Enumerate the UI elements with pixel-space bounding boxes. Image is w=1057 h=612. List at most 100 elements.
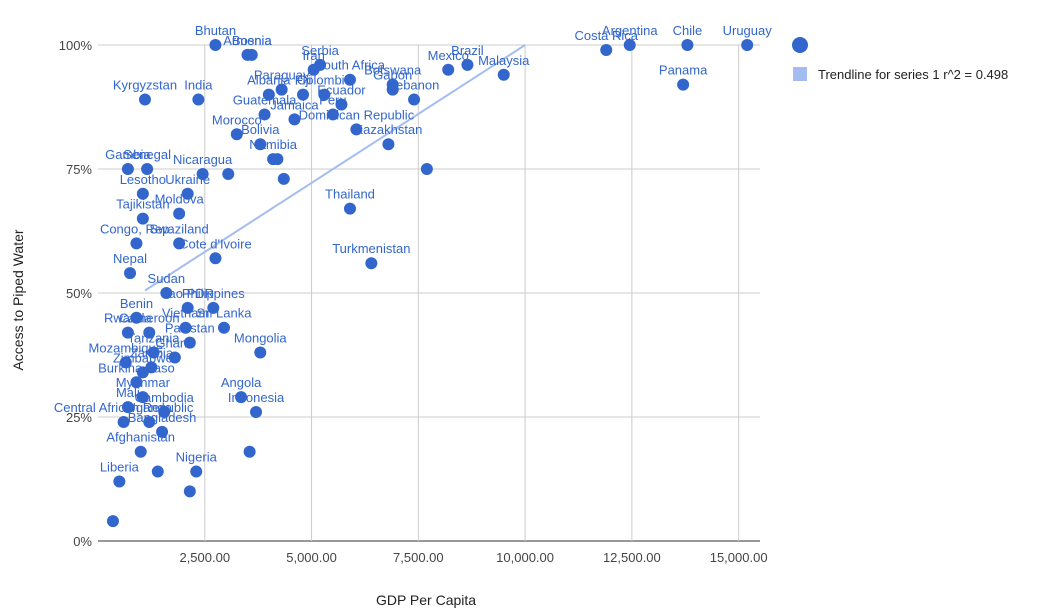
data-point[interactable] xyxy=(258,108,271,121)
data-point[interactable] xyxy=(136,391,149,404)
point-label: Angola xyxy=(221,375,262,390)
point-label: Costa Rica xyxy=(574,28,638,43)
legend: Trendline for series 1 r^2 = 0.498 xyxy=(792,37,1008,82)
data-point[interactable] xyxy=(113,475,126,488)
data-point[interactable] xyxy=(183,336,196,349)
y-tick-label: 50% xyxy=(66,286,92,301)
data-point[interactable] xyxy=(130,376,143,389)
data-point[interactable] xyxy=(623,39,636,51)
point-label: Gambia xyxy=(105,147,151,162)
data-point[interactable] xyxy=(143,415,156,428)
data-point[interactable] xyxy=(382,138,395,151)
data-point[interactable] xyxy=(190,465,203,478)
data-point[interactable] xyxy=(151,465,164,478)
point-label: Namibia xyxy=(249,137,297,152)
data-point[interactable] xyxy=(442,63,455,76)
data-point[interactable] xyxy=(173,207,186,220)
data-point[interactable] xyxy=(262,88,275,101)
data-point[interactable] xyxy=(173,237,186,250)
data-point[interactable] xyxy=(156,425,169,438)
data-point[interactable] xyxy=(121,401,134,414)
x-tick-label: 10,000.00 xyxy=(496,550,554,565)
data-point[interactable] xyxy=(677,78,690,91)
point-label: Kyrgyzstan xyxy=(113,78,177,93)
data-point[interactable] xyxy=(408,93,421,106)
data-point[interactable] xyxy=(297,88,310,101)
data-point[interactable] xyxy=(250,406,263,419)
data-point[interactable] xyxy=(681,39,694,51)
data-point[interactable] xyxy=(209,252,222,265)
data-point[interactable] xyxy=(181,301,194,314)
data-point[interactable] xyxy=(461,58,474,71)
point-label: India xyxy=(184,78,213,93)
data-point[interactable] xyxy=(119,356,132,369)
point-label: Turkmenistan xyxy=(332,241,410,256)
data-point[interactable] xyxy=(130,237,143,250)
y-axis-title: Access to Piped Water xyxy=(10,229,26,370)
data-point[interactable] xyxy=(143,326,156,339)
data-point[interactable] xyxy=(275,83,288,96)
data-point[interactable] xyxy=(222,167,235,180)
data-point[interactable] xyxy=(288,113,301,126)
data-point[interactable] xyxy=(160,287,173,299)
data-point[interactable] xyxy=(350,123,363,136)
data-point[interactable] xyxy=(121,163,134,175)
data-point[interactable] xyxy=(136,187,149,200)
point-label: Central African Republic xyxy=(54,400,194,415)
data-point[interactable] xyxy=(243,445,256,458)
data-point[interactable] xyxy=(106,515,119,528)
data-point[interactable] xyxy=(600,43,613,56)
data-point[interactable] xyxy=(386,83,399,96)
data-point[interactable] xyxy=(271,153,284,166)
data-point[interactable] xyxy=(124,267,137,280)
data-point[interactable] xyxy=(147,346,160,359)
x-axis-title: GDP Per Capita xyxy=(376,592,476,608)
data-point[interactable] xyxy=(134,445,147,458)
data-point[interactable] xyxy=(254,138,267,151)
data-point[interactable] xyxy=(420,163,433,175)
data-point[interactable] xyxy=(318,88,331,101)
data-point[interactable] xyxy=(158,406,171,419)
data-point[interactable] xyxy=(130,311,143,324)
data-point[interactable] xyxy=(343,202,356,215)
data-point[interactable] xyxy=(117,415,130,428)
point-label: Malaysia xyxy=(478,53,530,68)
data-point[interactable] xyxy=(141,163,154,175)
point-label: Swaziland xyxy=(150,221,209,236)
data-point[interactable] xyxy=(343,73,356,86)
data-point[interactable] xyxy=(254,346,267,359)
data-point[interactable] xyxy=(326,108,339,121)
data-point[interactable] xyxy=(196,167,209,180)
data-point[interactable] xyxy=(207,301,220,314)
data-point[interactable] xyxy=(192,93,205,106)
data-point[interactable] xyxy=(209,39,222,51)
data-point[interactable] xyxy=(168,351,181,364)
point-label: Uganda xyxy=(126,400,172,415)
data-point[interactable] xyxy=(179,321,192,334)
data-point[interactable] xyxy=(217,321,230,334)
data-point[interactable] xyxy=(121,326,134,339)
data-point[interactable] xyxy=(307,63,320,76)
data-point[interactable] xyxy=(741,39,754,51)
data-point[interactable] xyxy=(230,128,243,141)
data-point[interactable] xyxy=(235,391,248,404)
data-point[interactable] xyxy=(183,485,196,498)
point-label: Colombia xyxy=(297,73,353,88)
data-point[interactable] xyxy=(335,98,348,111)
x-axis-ticks: 2,500.00 5,000.00 7,500.00 10,000.00 12,500.… xyxy=(179,550,767,565)
data-point[interactable] xyxy=(181,187,194,200)
point-label: Tanzania xyxy=(127,331,180,346)
data-point[interactable] xyxy=(365,257,378,270)
data-point[interactable] xyxy=(138,93,151,106)
point-label: Tajikistan xyxy=(116,197,169,212)
point-label: Brazil xyxy=(451,43,484,58)
data-point[interactable] xyxy=(277,172,290,185)
point-label: Ukraine xyxy=(165,172,210,187)
x-tick-label: 2,500.00 xyxy=(179,550,230,565)
point-label: Jamaica xyxy=(270,97,319,112)
data-point[interactable] xyxy=(136,212,149,225)
data-point[interactable] xyxy=(136,366,149,379)
data-point[interactable] xyxy=(497,68,510,81)
data-point[interactable] xyxy=(245,48,258,61)
